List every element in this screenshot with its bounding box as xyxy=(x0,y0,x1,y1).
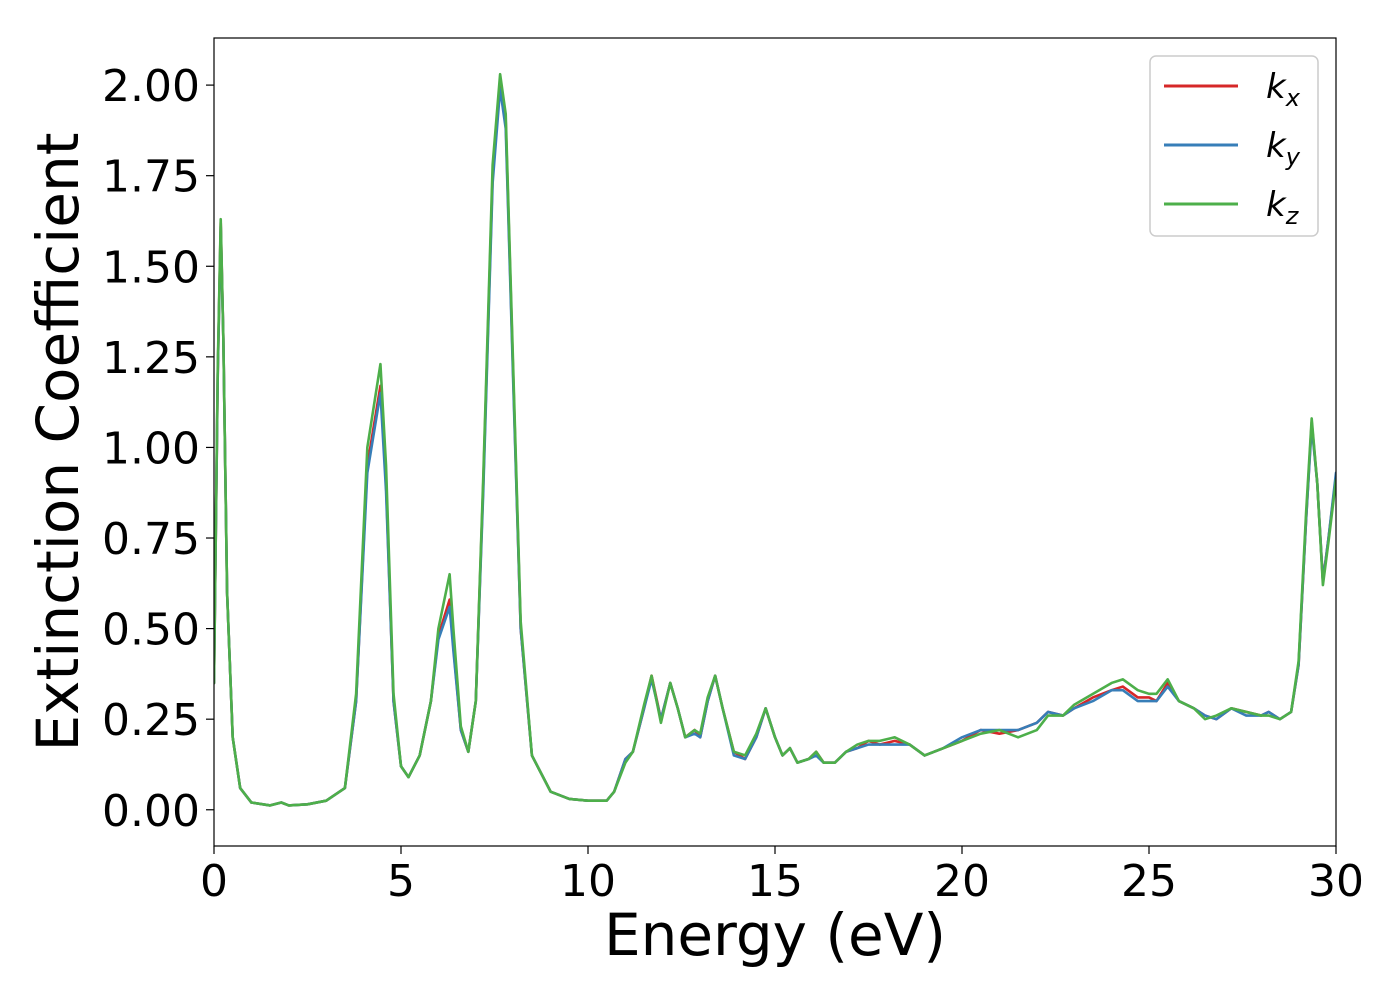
legend-label-z: kz xyxy=(1266,185,1300,230)
legend-label-y: ky xyxy=(1266,126,1301,171)
x-tick-label: 20 xyxy=(934,856,990,907)
x-tick-label: 25 xyxy=(1121,856,1177,907)
x-axis-ticks: 0 5 10 15 20 25 30 xyxy=(200,846,1364,907)
y-axis-ticks: 0.00 0.25 0.50 0.75 1.00 1.25 1.50 1.75 2.00 xyxy=(102,61,214,837)
x-tick-label: 5 xyxy=(387,856,415,907)
series-line-z xyxy=(214,72,1336,807)
x-tick-label: 15 xyxy=(747,856,803,907)
y-tick-label: 0.50 xyxy=(102,605,200,656)
y-tick-label: 0.75 xyxy=(102,514,200,565)
y-tick-label: 0.25 xyxy=(102,695,200,746)
legend: kx ky kz xyxy=(1149,55,1319,237)
plot-lines xyxy=(214,72,1336,807)
legend-label-x: kx xyxy=(1266,67,1301,112)
y-tick-label: 1.50 xyxy=(102,242,200,293)
y-tick-label: 1.00 xyxy=(102,423,200,474)
y-tick-label: 0.00 xyxy=(102,786,200,837)
y-tick-label: 1.75 xyxy=(102,152,200,203)
x-tick-label: 0 xyxy=(200,856,228,907)
y-axis-label: Extinction Coefficient xyxy=(24,133,92,752)
x-tick-label: 30 xyxy=(1308,856,1364,907)
x-axis-label: Energy (eV) xyxy=(604,901,946,969)
y-tick-label: 1.25 xyxy=(102,333,200,384)
x-tick-label: 10 xyxy=(560,856,616,907)
y-tick-label: 2.00 xyxy=(102,61,200,112)
